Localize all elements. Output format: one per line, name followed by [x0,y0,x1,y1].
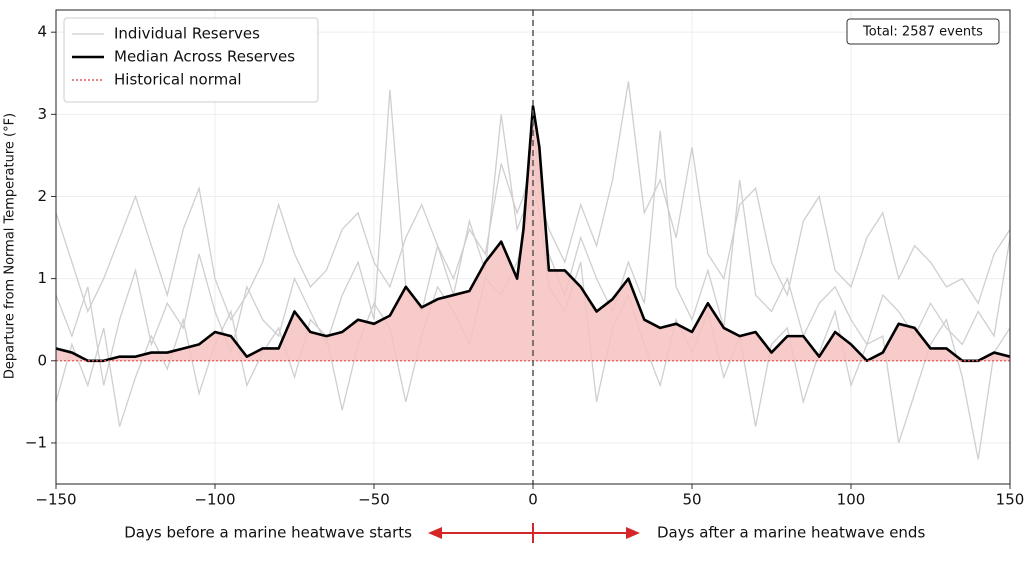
caption-right: Days after a marine heatwave ends [657,524,925,542]
legend-label: Historical normal [114,71,242,89]
x-tick-label: 150 [996,491,1024,509]
x-tick-label: 0 [528,491,538,509]
y-tick-label: 1 [37,269,47,287]
annotation-box [846,18,1000,45]
plot-frame [55,9,1011,485]
y-tick-label: 4 [37,23,47,41]
arrow-head [428,527,442,539]
x-tick-label: 50 [682,491,701,509]
y-axis-label: Departure from Normal Temperature (°F) [3,113,18,379]
x-tick-label: −50 [358,491,390,509]
legend-label: Individual Reserves [114,25,260,43]
x-tick-label: 100 [837,491,866,509]
legend-label: Median Across Reserves [114,48,295,66]
y-tick-label: −1 [25,433,47,451]
annotation: Total: 2587 events [862,25,983,40]
arrow-head [626,527,640,539]
caption-left: Days before a marine heatwave starts [124,524,412,542]
legend: Individual Reserves Median Across Reserve… [63,17,319,103]
legend-box [63,17,319,103]
y-tick-label: 0 [37,351,47,369]
x-tick-label: −100 [194,491,235,509]
y-tick-label: 2 [37,187,47,205]
plot-area [55,10,1011,484]
y-tick-label: 3 [37,105,47,123]
median-line [55,104,1011,363]
x-tick-label: −150 [35,491,76,509]
